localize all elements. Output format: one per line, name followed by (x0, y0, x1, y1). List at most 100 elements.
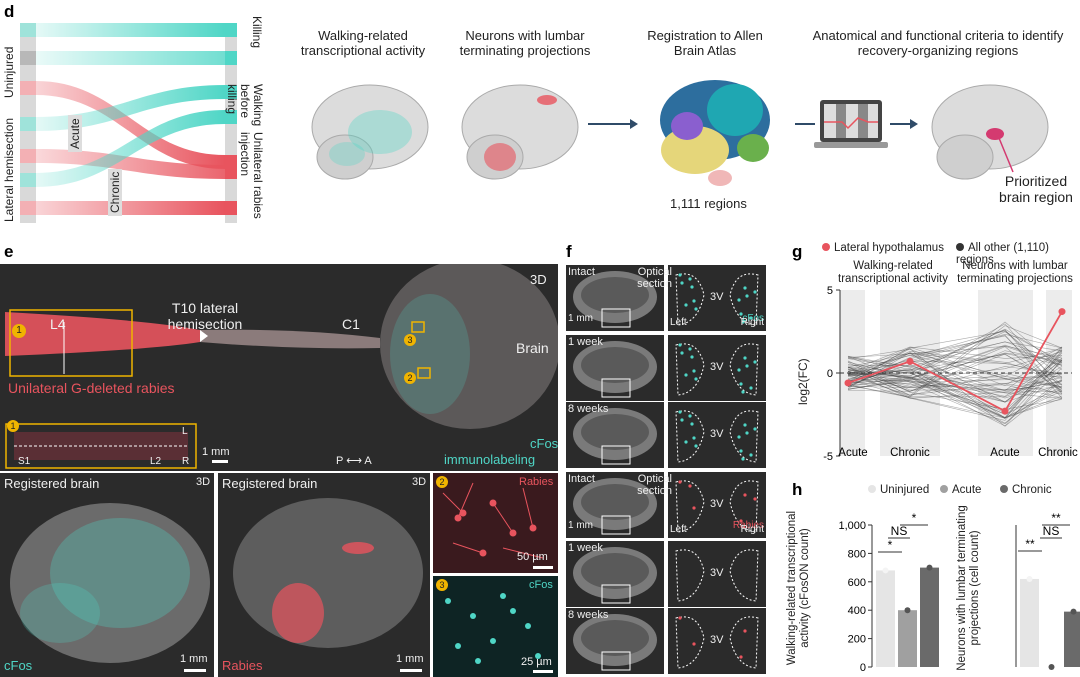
significance-label: ** (1051, 511, 1061, 525)
rabies-zoom-image: 2 Rabies 50 µm (433, 473, 558, 573)
brain-section-zoom: 3V (668, 541, 766, 607)
cfos-label: cFos (4, 658, 33, 673)
region-line (847, 348, 1063, 387)
lateral-hypothalamus-point (1058, 308, 1066, 316)
bar-chronic (920, 567, 939, 667)
right-label: Right (740, 524, 764, 535)
region-line (847, 331, 1063, 378)
label-l4: L4 (50, 316, 66, 332)
timepoint-label: 8 weeks (568, 609, 609, 621)
arrow-icon (890, 119, 918, 129)
registered-brain-title: Registered brain (222, 476, 318, 491)
x-category-label: Chronic (890, 447, 930, 459)
x-category-label: Acute (838, 447, 867, 459)
y-tick-label: 800 (848, 548, 866, 560)
scale-25um: 25 µm (521, 656, 552, 668)
region-line (847, 380, 1063, 403)
third-ventricle-label: 3V (710, 361, 724, 373)
stain-label: Rabies (732, 520, 764, 531)
significance-label: * (912, 511, 917, 525)
bar-uninjured (1020, 578, 1039, 667)
third-ventricle-label: 3V (710, 291, 724, 303)
region-line (847, 366, 1063, 396)
timepoint-label: 1 week (568, 336, 603, 348)
x-category-label: Acute (990, 447, 1019, 459)
region-line (847, 360, 1063, 391)
panel-label-f: f (566, 242, 572, 261)
region-line (847, 354, 1063, 379)
legend-all-other-regions: All other (1,110) regions (956, 242, 1049, 266)
rabies-label: Rabies (222, 658, 263, 673)
bar-uninjured (876, 570, 895, 667)
3d-label: 3D (530, 272, 547, 287)
brain-section-overview: 8 weeks (566, 608, 664, 674)
region-line (847, 352, 1063, 384)
spinal-cord-3d-image: 3D 1 L4 T10 lateral hemisection C1 Brain… (0, 264, 558, 471)
optical-section-label: Optical section (637, 473, 672, 497)
y-tick-label: 0 (827, 368, 833, 380)
panel-label-g: g (792, 242, 803, 261)
region-line (847, 341, 1063, 367)
ylabel-log2fc: log2(FC) (796, 358, 810, 405)
region-line (847, 351, 1063, 381)
step-criteria: Anatomical and functional criteria to id… (812, 28, 1064, 58)
left-label: Left (670, 317, 687, 328)
legend-uninjured: Uninjured (868, 484, 929, 496)
brain-section-zoom: 3V (668, 608, 766, 674)
timepoint-label: Intact (568, 266, 595, 278)
region-line (847, 360, 1063, 403)
sub-label-acute: Acute (68, 115, 82, 152)
axis-p-a: P ⟷ A (336, 455, 372, 467)
region-line (847, 367, 1063, 425)
data-point (926, 564, 933, 571)
y-tick-label: -5 (823, 451, 833, 463)
region-line (847, 350, 1063, 419)
region-line (847, 359, 1063, 427)
brain-3d-prioritized-icon (931, 84, 1049, 180)
right-label: Right (740, 317, 764, 328)
group-label-killing: Killing (250, 16, 264, 49)
region-line (847, 325, 1063, 398)
region-line (847, 346, 1063, 372)
region-line (847, 353, 1063, 392)
sankey-flow-diagram (20, 23, 237, 223)
lateral-hypothalamus-point (844, 379, 852, 387)
region-line (847, 372, 1063, 387)
significance-label: NS (1043, 524, 1060, 538)
inset-label-l: L (182, 426, 188, 437)
third-ventricle-label: 3V (710, 567, 724, 579)
region-line (847, 364, 1063, 403)
region-line (847, 341, 1063, 374)
shade-acute-1 (840, 290, 865, 456)
group-label-uninjured: Uninjured (2, 46, 16, 98)
panel-label-h: h (792, 480, 803, 499)
left-label: Left (670, 524, 687, 535)
region-line (847, 361, 1063, 418)
region-line (847, 364, 1063, 399)
region-line (847, 371, 1063, 399)
significance-label: NS (891, 524, 908, 538)
scale-1mm: 1 mm (180, 653, 208, 665)
panel-label-d: d (4, 2, 15, 21)
region-line (847, 358, 1063, 419)
data-point (904, 607, 911, 614)
marker-2: 2 (436, 476, 448, 488)
y-tick-label: 1,000 (838, 520, 866, 532)
bar-chart-lumbar: NS**** (1015, 511, 1080, 670)
region-line (847, 349, 1063, 391)
stain-immunolabeling: immunolabeling (444, 452, 536, 467)
marker-3: 3 (436, 579, 448, 591)
significance-label: ** (1025, 537, 1035, 551)
step-walking-activity: Walking-related transcriptional activity (300, 28, 426, 58)
inset-label-r: R (182, 456, 190, 467)
marker-3: 3 (404, 334, 416, 346)
third-ventricle-label: 3V (710, 428, 724, 440)
region-line (847, 351, 1063, 415)
region-line (847, 353, 1063, 403)
region-line (847, 359, 1063, 421)
data-point (882, 567, 889, 574)
regions-count: 1,111 regions (670, 196, 747, 211)
data-point (1070, 608, 1077, 615)
label-unilateral-rabies: Unilateral G-deleted rabies (8, 380, 175, 396)
